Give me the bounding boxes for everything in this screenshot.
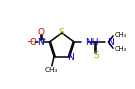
Text: S: S	[93, 51, 99, 60]
Text: +: +	[41, 37, 46, 42]
Text: S: S	[58, 28, 64, 37]
Text: N: N	[67, 53, 74, 62]
Text: NH: NH	[85, 38, 99, 47]
Text: O: O	[37, 28, 44, 37]
Text: CH₃: CH₃	[45, 67, 58, 73]
Text: N: N	[37, 38, 44, 47]
Text: O: O	[30, 38, 37, 47]
Text: N: N	[107, 38, 114, 47]
Text: CH₃: CH₃	[115, 32, 127, 38]
Text: CH₃: CH₃	[115, 46, 127, 52]
Text: −: −	[26, 38, 32, 47]
